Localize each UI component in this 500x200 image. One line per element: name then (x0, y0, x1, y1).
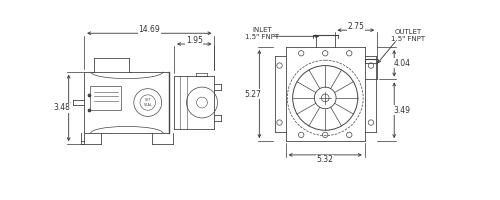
Text: 14.69: 14.69 (138, 25, 160, 34)
Text: 1.95: 1.95 (186, 36, 202, 45)
Text: 2.75: 2.75 (348, 22, 364, 31)
Text: 3.48: 3.48 (54, 103, 70, 112)
Bar (90, 86, 122, 110)
Text: 4.04: 4.04 (394, 59, 410, 68)
Text: SET
SEAL: SET SEAL (144, 98, 152, 107)
Text: 5.32: 5.32 (317, 155, 334, 164)
Text: 3.49: 3.49 (394, 106, 410, 115)
Text: 5.27: 5.27 (244, 90, 261, 99)
Text: INLET
1.5" FNPT: INLET 1.5" FNPT (246, 27, 280, 40)
Text: OUTLET
1.5" FNPT: OUTLET 1.5" FNPT (391, 29, 425, 42)
